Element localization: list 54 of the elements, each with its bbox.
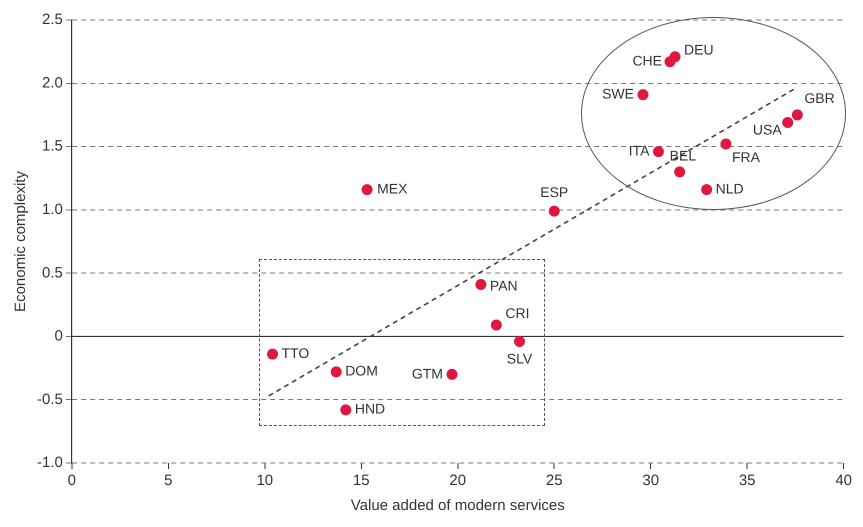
point [701,184,712,196]
annotation: MEX [377,180,408,196]
annotation: BEL [670,148,696,164]
point [330,366,342,378]
point [475,279,486,290]
point [267,348,278,360]
x-tick-label: 5 [164,472,172,490]
annotation: GTM [412,365,443,382]
annotation: ITA [628,142,650,158]
y-axis-title: Economic complexity [12,170,30,312]
x-tick-label: 20 [449,472,466,490]
x-axis-title: Value added of modern services [350,497,565,514]
point [490,320,502,331]
annotation: NLD [716,180,744,196]
annotation: HND [354,400,386,417]
annotation: DEU [684,42,714,58]
y-tick-label: 0 [54,328,63,345]
point [792,109,803,120]
point [637,89,648,100]
annotation: FRA [732,148,761,165]
annotation: PAN [490,277,518,294]
annotation: CHE [632,52,662,69]
y-tick-label: -0.5 [36,390,63,408]
annotation: SWE [602,86,634,102]
x-tick-label: 0 [68,472,76,490]
point [514,336,525,347]
x-tick-label: 30 [642,472,660,490]
annotation: USA [752,121,782,138]
annotation: ESP [540,184,568,200]
y-tick-label: 2.0 [42,74,63,92]
annotation: SLV [506,350,533,366]
x-tick-label: 25 [546,472,563,490]
point [664,56,676,68]
annotation: CRI [505,304,530,321]
point [340,404,352,416]
x-tick-label: 15 [352,472,370,490]
y-tick-label: 1.0 [42,201,63,218]
point [720,138,732,150]
point [652,146,664,158]
annotation: DOM [345,362,378,379]
point [446,368,458,380]
point [548,206,560,217]
y-tick-label: 0.5 [42,264,63,282]
annotation: GBR [804,90,835,106]
y-tick-label: 2.5 [42,11,63,28]
x-tick-label: 10 [256,472,274,490]
point [782,117,794,128]
y-tick-label: 1.5 [42,138,63,155]
point [674,166,686,178]
point [362,184,373,196]
x-tick-label: 40 [835,472,852,490]
x-tick-label: 35 [738,472,756,490]
annotation: TTO [282,345,310,362]
y-tick-label: -1.0 [36,454,63,472]
